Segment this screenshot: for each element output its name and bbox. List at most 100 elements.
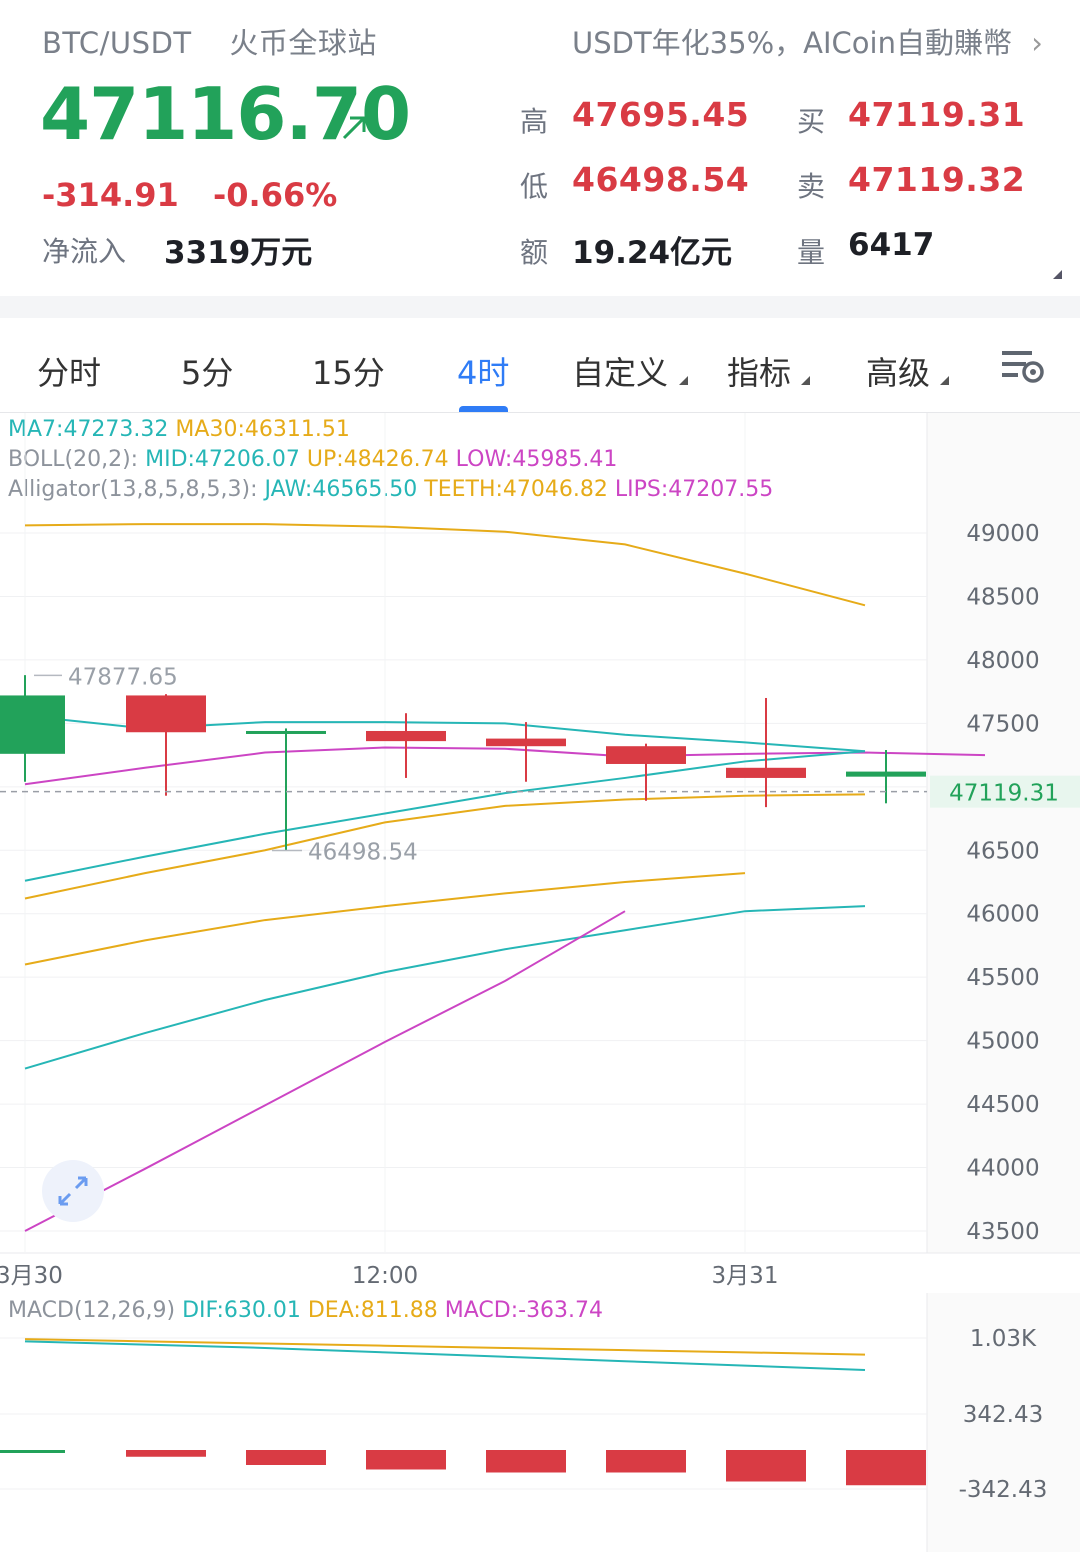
pair-symbol: BTC/USDT — [42, 26, 192, 60]
y-tick-label: 46000 — [966, 902, 1039, 928]
tab-indicators[interactable]: 指标 — [727, 354, 792, 392]
boll-mid: MID:47206.07 — [145, 447, 300, 472]
last-price: 47116.70 — [40, 72, 411, 156]
series-line-teal — [24, 905, 866, 1070]
boll-up: UP:48426.74 — [306, 447, 449, 472]
expand-corner-icon[interactable] — [1053, 270, 1062, 279]
tab-4h[interactable]: 4时 — [457, 354, 510, 392]
low-marker-label: 46498.54 — [308, 839, 418, 865]
active-tab-indicator — [459, 406, 508, 413]
alligator-prefix: Alligator(13,8,5,8,5,3): — [8, 477, 258, 502]
macd-legend: MACD(12,26,9) DIF:630.01 DEA:811.88 MACD… — [8, 1298, 603, 1323]
boll-prefix: BOLL(20,2): — [8, 447, 139, 472]
change-amount: -314.91 — [42, 176, 179, 214]
y-tick-label: 43500 — [966, 1219, 1039, 1245]
candle-body — [0, 695, 65, 754]
candle-body — [246, 730, 326, 734]
tab-advanced[interactable]: 高级 — [866, 354, 931, 392]
tab-custom[interactable]: 自定义 — [572, 354, 669, 392]
sell-value: 47119.32 — [848, 160, 1026, 199]
macd-dea: DEA:811.88 — [307, 1298, 438, 1323]
pair-title: BTC/USDT 火币全球站 — [42, 20, 377, 62]
y-tick-label: 45500 — [966, 965, 1039, 991]
expand-button[interactable] — [42, 1160, 104, 1222]
amount-label: 额 — [520, 236, 549, 269]
macd-dif-line — [24, 1340, 866, 1372]
y-tick-label: 49000 — [966, 521, 1039, 547]
y-tick-label: 48000 — [966, 648, 1039, 674]
high-label: 高 — [520, 105, 549, 138]
macd-histogram-bar — [366, 1450, 446, 1470]
ma30-value: MA30:46311.51 — [175, 417, 350, 442]
macd-histogram-bar — [126, 1450, 206, 1457]
series-line-magenta — [24, 746, 986, 786]
chevron-right-icon: › — [1031, 26, 1043, 60]
boll-legend: BOLL(20,2): MID:47206.07 UP:48426.74 LOW… — [8, 447, 617, 472]
alligator-lips: LIPS:47207.55 — [614, 477, 774, 502]
candle-body — [486, 738, 566, 747]
series-line-gold — [24, 872, 746, 966]
amount-value: 19.24亿元 — [572, 235, 733, 271]
trend-up-arrow-icon — [342, 116, 366, 140]
y-tick-label: 46500 — [966, 838, 1039, 864]
macd-dif: DIF:630.01 — [182, 1298, 301, 1323]
promo-link[interactable]: USDT年化35%，AICoin自動賺幣 › — [572, 20, 1043, 62]
macd-tick-label: 342.43 — [963, 1402, 1043, 1428]
alligator-teeth: TEETH:47046.82 — [424, 477, 608, 502]
macd-histogram-bar — [0, 1450, 65, 1453]
candle-body — [726, 767, 806, 778]
buy-value: 47119.31 — [848, 95, 1026, 134]
y-tick-label: 48500 — [966, 584, 1039, 610]
current-price-label: 47119.31 — [949, 781, 1059, 807]
x-tick-label: 12:00 — [352, 1263, 418, 1289]
high-value: 47695.45 — [572, 95, 750, 134]
dropdown-corner-icon — [801, 376, 810, 385]
macd-tick-label: -342.43 — [959, 1477, 1048, 1503]
macd-histogram-bar — [486, 1450, 566, 1473]
exchange-name: 火币全球站 — [229, 26, 377, 60]
expand-arrows-icon — [58, 1176, 88, 1206]
macd-chart[interactable]: 1.03K 342.43 -342.43 — [0, 1293, 1080, 1552]
series-line-gold — [24, 793, 866, 900]
macd-dea-line — [24, 1338, 866, 1356]
dropdown-corner-icon — [940, 376, 949, 385]
macd-value: MACD:-363.74 — [444, 1298, 604, 1323]
x-tick-label: 3月31 — [712, 1263, 779, 1289]
chart-settings-icon[interactable] — [1000, 347, 1048, 387]
tabs-divider — [0, 412, 1080, 413]
ma7-value: MA7:47273.32 — [8, 417, 169, 442]
volume-value: 6417 — [848, 227, 935, 263]
low-label: 低 — [520, 170, 549, 203]
y-tick-label: 44000 — [966, 1156, 1039, 1182]
tab-5m[interactable]: 5分 — [181, 354, 234, 392]
macd-histogram-bar — [246, 1450, 326, 1465]
macd-histogram-bar — [606, 1450, 686, 1473]
macd-axis-area — [927, 1293, 1080, 1552]
macd-histogram-bar — [726, 1450, 806, 1482]
ma-legend: MA7:47273.32 MA30:46311.51 — [8, 417, 350, 442]
candle-body — [846, 771, 926, 777]
alligator-jaw: JAW:46565.50 — [264, 477, 418, 502]
candlestick-chart[interactable]: 4900048500480004750047000465004600045500… — [0, 413, 1080, 1293]
tab-15m[interactable]: 15分 — [312, 354, 385, 392]
y-tick-label: 45000 — [966, 1029, 1039, 1055]
boll-low: LOW:45985.41 — [455, 447, 618, 472]
alligator-legend: Alligator(13,8,5,8,5,3): JAW:46565.50 TE… — [8, 477, 773, 502]
x-tick-label: 3月30 — [0, 1263, 63, 1289]
section-divider — [0, 296, 1080, 318]
candle-body — [606, 746, 686, 764]
promo-text: USDT年化35%，AICoin自動賺幣 — [572, 26, 1012, 60]
macd-histogram-bar — [846, 1450, 926, 1486]
candle-body — [366, 730, 446, 742]
price-axis-area — [927, 413, 1080, 1253]
sell-label: 卖 — [797, 170, 826, 203]
current-price-badge — [930, 775, 1080, 808]
macd-prefix: MACD(12,26,9) — [8, 1298, 176, 1323]
y-tick-label: 47500 — [966, 711, 1039, 737]
tab-time-share[interactable]: 分时 — [37, 354, 102, 392]
netflow-label: 净流入 — [42, 235, 127, 268]
dropdown-corner-icon — [679, 376, 688, 385]
buy-label: 买 — [797, 105, 826, 138]
macd-tick-label: 1.03K — [970, 1326, 1037, 1352]
series-line-magenta — [24, 910, 626, 1232]
